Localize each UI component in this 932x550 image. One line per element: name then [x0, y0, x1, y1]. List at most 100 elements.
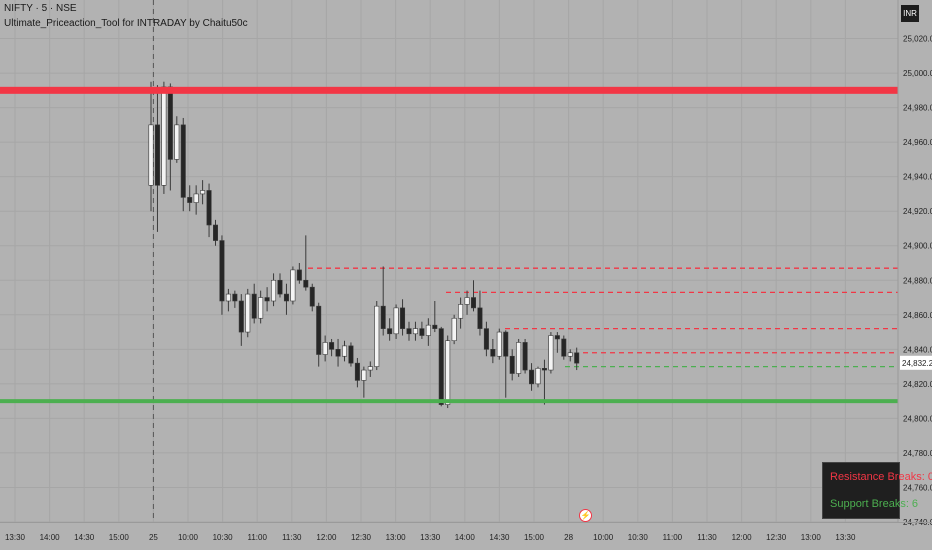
time-tick-label: 14:30 [74, 533, 95, 542]
candle-body [561, 338, 567, 357]
candle-body [148, 124, 154, 186]
candle-body [574, 352, 580, 364]
candle-body [161, 86, 167, 186]
price-tick-label: 24,960.00 [903, 138, 932, 147]
candle-body [509, 355, 515, 374]
candle-body [245, 293, 251, 333]
resistance-zone [0, 86, 898, 94]
candle-body [329, 342, 335, 350]
candle-body [464, 297, 470, 305]
candle-body [458, 304, 464, 319]
price-axis[interactable] [898, 0, 932, 550]
candle-body [406, 328, 412, 335]
candle-body [258, 297, 264, 319]
time-tick-label: 15:00 [524, 533, 545, 542]
candle-body [541, 368, 547, 371]
candle-body [393, 307, 399, 335]
candle-body [193, 193, 199, 203]
candle-body [277, 279, 283, 295]
candle-body [529, 369, 535, 385]
candle-body [322, 342, 328, 355]
support-breaks-label: Support Breaks: 6 [830, 498, 919, 510]
symbol-title[interactable]: NIFTY · 5 · NSE [4, 3, 77, 14]
candle-body [264, 297, 270, 302]
candle-body [225, 293, 231, 302]
candle-body [213, 224, 219, 241]
price-tick-label: 24,780.00 [903, 449, 932, 458]
time-tick-label: 12:00 [732, 533, 753, 542]
time-tick-label: 14:00 [455, 533, 476, 542]
support-zone [0, 399, 898, 404]
time-tick-label: 12:30 [351, 533, 372, 542]
candle-body [348, 345, 354, 364]
bolt-icon[interactable]: ⚡ [579, 509, 592, 522]
price-tick-label: 25,000.00 [903, 69, 932, 78]
candle-body [374, 305, 380, 367]
candle-body [167, 86, 173, 160]
price-tick-label: 24,800.00 [903, 414, 932, 423]
last-price-label: 24,832.20 [902, 359, 932, 368]
time-tick-label: 28 [564, 533, 573, 542]
candle-body [271, 279, 277, 302]
price-tick-label: 24,900.00 [903, 242, 932, 251]
time-tick-label: 11:00 [247, 533, 267, 542]
candle-body [387, 328, 393, 335]
candle-body [290, 269, 296, 302]
candle-body [483, 328, 489, 350]
candle-body [400, 307, 406, 329]
candle-body [180, 124, 186, 198]
price-tick-label: 24,860.00 [903, 311, 932, 320]
time-tick-label: 13:30 [5, 533, 26, 542]
candle-body [496, 331, 502, 357]
candle-body [238, 300, 244, 333]
candle-body [154, 124, 160, 186]
price-tick-label: 24,880.00 [903, 276, 932, 285]
time-tick-label: 12:30 [766, 533, 787, 542]
time-tick-label: 11:30 [697, 533, 717, 542]
candle-body [380, 305, 386, 329]
candle-body [309, 286, 315, 307]
candle-body [548, 335, 554, 371]
candle-body [354, 362, 360, 381]
candle-body [470, 297, 476, 309]
time-tick-label: 10:30 [213, 533, 234, 542]
currency-badge[interactable]: INR [901, 5, 919, 22]
time-tick-label: 13:30 [835, 533, 856, 542]
candle-body [522, 342, 528, 371]
candle-body [200, 190, 206, 195]
time-tick-label: 11:00 [663, 533, 683, 542]
price-tick-label: 24,980.00 [903, 104, 932, 113]
candle-body [554, 335, 560, 340]
candle-body [503, 331, 509, 357]
time-tick-label: 25 [149, 533, 158, 542]
time-tick-label: 13:00 [801, 533, 822, 542]
time-tick-label: 15:00 [109, 533, 130, 542]
candle-body [412, 328, 418, 335]
candle-body [490, 349, 496, 357]
candle-body [567, 352, 573, 357]
candle-body [206, 190, 212, 226]
candle-body [438, 328, 444, 405]
price-tick-label: 24,940.00 [903, 173, 932, 182]
indicator-name[interactable]: Ultimate_Priceaction_Tool for INTRADAY b… [4, 18, 248, 29]
candle-body [516, 342, 522, 374]
last-price-badge[interactable] [900, 355, 932, 370]
candle-body [367, 366, 373, 371]
candle-body [283, 293, 289, 302]
candle-body [361, 369, 367, 381]
time-tick-label: 11:30 [282, 533, 302, 542]
price-tick-label: 24,840.00 [903, 345, 932, 354]
candle-body [187, 197, 193, 203]
candle-body [445, 340, 451, 405]
candle-body [477, 307, 483, 329]
candle-body [219, 240, 225, 302]
time-tick-label: 14:00 [40, 533, 61, 542]
candle-body [232, 293, 238, 302]
time-tick-label: 10:30 [628, 533, 649, 542]
candle-body [316, 305, 322, 355]
candle-body [425, 324, 431, 336]
time-tick-label: 14:30 [489, 533, 510, 542]
candle-body [335, 349, 341, 357]
candle-body [296, 269, 302, 281]
